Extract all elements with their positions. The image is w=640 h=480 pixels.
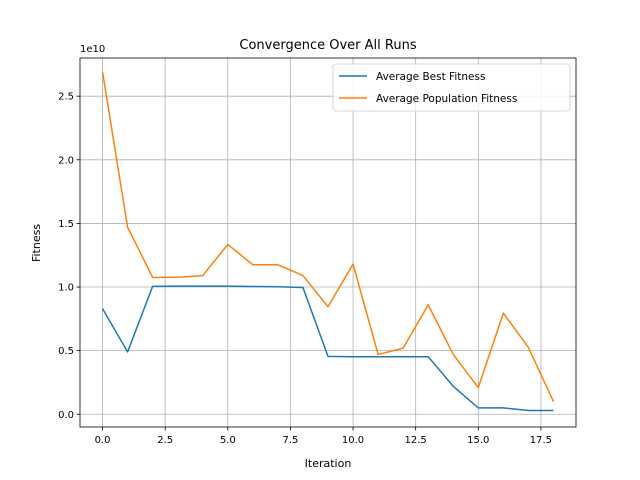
y-axis-label: Fitness bbox=[30, 224, 43, 262]
series-line-2 bbox=[101, 71, 555, 402]
x-tick-label: 7.5 bbox=[282, 435, 298, 446]
y-tick-label: 1.0 bbox=[58, 283, 74, 294]
series-lines bbox=[101, 71, 555, 412]
x-tick-label: 12.5 bbox=[405, 435, 427, 446]
x-axis-label: Iteration bbox=[305, 457, 352, 470]
grid-lines bbox=[80, 58, 576, 427]
x-tick-label: 0.0 bbox=[95, 435, 111, 446]
y-tick-label: 0.5 bbox=[58, 346, 74, 357]
y-offset-label: 1e10 bbox=[80, 44, 105, 55]
x-tick-label: 17.5 bbox=[530, 435, 552, 446]
legend-box bbox=[332, 63, 571, 112]
legend: Average Best Fitness Average Population F… bbox=[332, 63, 571, 112]
y-axis-ticks: 0.0 0.5 1.0 1.5 2.0 2.5 bbox=[58, 92, 80, 421]
series-line-1 bbox=[101, 285, 554, 412]
x-tick-label: 15.0 bbox=[467, 435, 489, 446]
y-tick-label: 0.0 bbox=[58, 410, 74, 421]
chart-title: Convergence Over All Runs bbox=[239, 38, 416, 53]
y-tick-label: 2.0 bbox=[58, 155, 74, 166]
legend-label-2: Average Population Fitness bbox=[376, 93, 517, 105]
x-tick-label: 5.0 bbox=[220, 435, 236, 446]
x-tick-label: 10.0 bbox=[342, 435, 364, 446]
y-tick-label: 2.5 bbox=[58, 92, 74, 103]
x-axis-ticks: 0.0 2.5 5.0 7.5 10.0 12.5 15.0 17.5 bbox=[95, 427, 552, 446]
x-tick-label: 2.5 bbox=[157, 435, 173, 446]
y-tick-label: 1.5 bbox=[58, 219, 74, 230]
legend-label-1: Average Best Fitness bbox=[376, 71, 485, 83]
plot-frame bbox=[79, 57, 577, 428]
